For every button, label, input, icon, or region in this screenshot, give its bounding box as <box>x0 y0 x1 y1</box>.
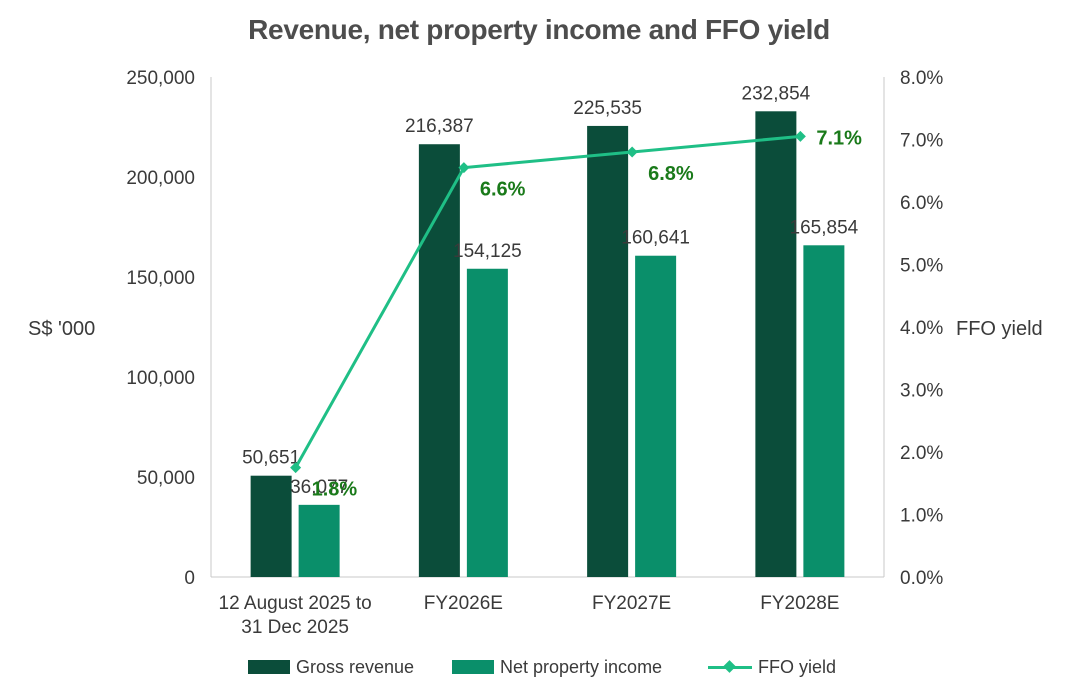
y2-tick-label: 4.0% <box>900 318 943 339</box>
data-label: 216,387 <box>405 116 474 137</box>
legend-item-ffo-yield: FFO yield <box>708 654 836 680</box>
y2-tick-label: 1.0% <box>900 506 943 527</box>
y2-tick-label: 5.0% <box>900 256 943 277</box>
point-ffo-yield <box>458 162 470 174</box>
y-tick-label: 150,000 <box>126 268 195 289</box>
data-label: 225,535 <box>573 98 642 119</box>
x-tick-label: FY2028E <box>760 593 839 614</box>
y2-tick-label: 7.0% <box>900 131 943 152</box>
data-label-ffo-yield: 1.8% <box>312 479 358 501</box>
chart-title: Revenue, net property income and FFO yie… <box>248 14 830 45</box>
legend-label-ffo-yield: FFO yield <box>758 656 837 677</box>
x-tick-label: 12 August 2025 to 31 Dec 2025 <box>219 593 372 638</box>
legend-item-gross-revenue: Gross revenue <box>248 654 414 680</box>
data-label: 36,077 <box>290 477 348 498</box>
data-label: 50,651 <box>242 448 300 469</box>
data-label-ffo-yield: 6.8% <box>648 163 694 185</box>
legend-item-net-property-income: Net property income <box>452 654 662 680</box>
y2-tick-label: 8.0% <box>900 68 943 89</box>
y-tick-label: 250,000 <box>126 68 195 89</box>
y2-axis-title: FFO yield <box>956 318 1043 340</box>
data-label-ffo-yield: 6.6% <box>480 179 526 201</box>
x-tick-label: FY2027E <box>592 593 671 614</box>
legend-label-net-property-income: Net property income <box>500 656 663 677</box>
legend-label-gross-revenue: Gross revenue <box>296 656 415 677</box>
y2-tick-label: 6.0% <box>900 193 943 214</box>
y-tick-label: 200,000 <box>126 168 195 189</box>
legend: Gross revenue Net property income FFO yi… <box>0 654 1078 680</box>
legend-swatch-net-property-income <box>452 660 494 674</box>
y-tick-label: 0 <box>184 568 195 589</box>
bar-net-property-income <box>635 255 677 577</box>
bar-net-property-income <box>466 268 508 577</box>
data-label: 232,854 <box>742 83 811 104</box>
bar-gross-revenue <box>755 111 797 578</box>
y2-tick-label: 0.0% <box>900 568 943 589</box>
y-axis-title: S$ '000 <box>28 318 96 340</box>
bar-gross-revenue <box>418 144 460 577</box>
y-tick-label: 100,000 <box>126 368 195 389</box>
data-label: 165,854 <box>790 217 859 238</box>
legend-swatch-ffo-yield <box>708 660 752 674</box>
bar-net-property-income <box>803 245 845 578</box>
bar-gross-revenue <box>250 475 292 577</box>
data-label-ffo-yield: 7.1% <box>816 127 862 149</box>
point-ffo-yield <box>626 146 638 158</box>
point-ffo-yield <box>290 462 302 474</box>
line-ffo-yield <box>294 134 801 469</box>
bar-net-property-income <box>298 504 340 577</box>
data-label: 154,125 <box>453 241 522 262</box>
y-tick-label: 50,000 <box>137 468 195 489</box>
y2-tick-label: 3.0% <box>900 381 943 402</box>
x-tick-label: FY2026E <box>424 593 503 614</box>
y2-tick-label: 2.0% <box>900 443 943 464</box>
bar-gross-revenue <box>587 125 629 578</box>
legend-swatch-gross-revenue <box>248 660 290 674</box>
point-ffo-yield <box>794 130 806 142</box>
data-label: 160,641 <box>621 228 690 249</box>
